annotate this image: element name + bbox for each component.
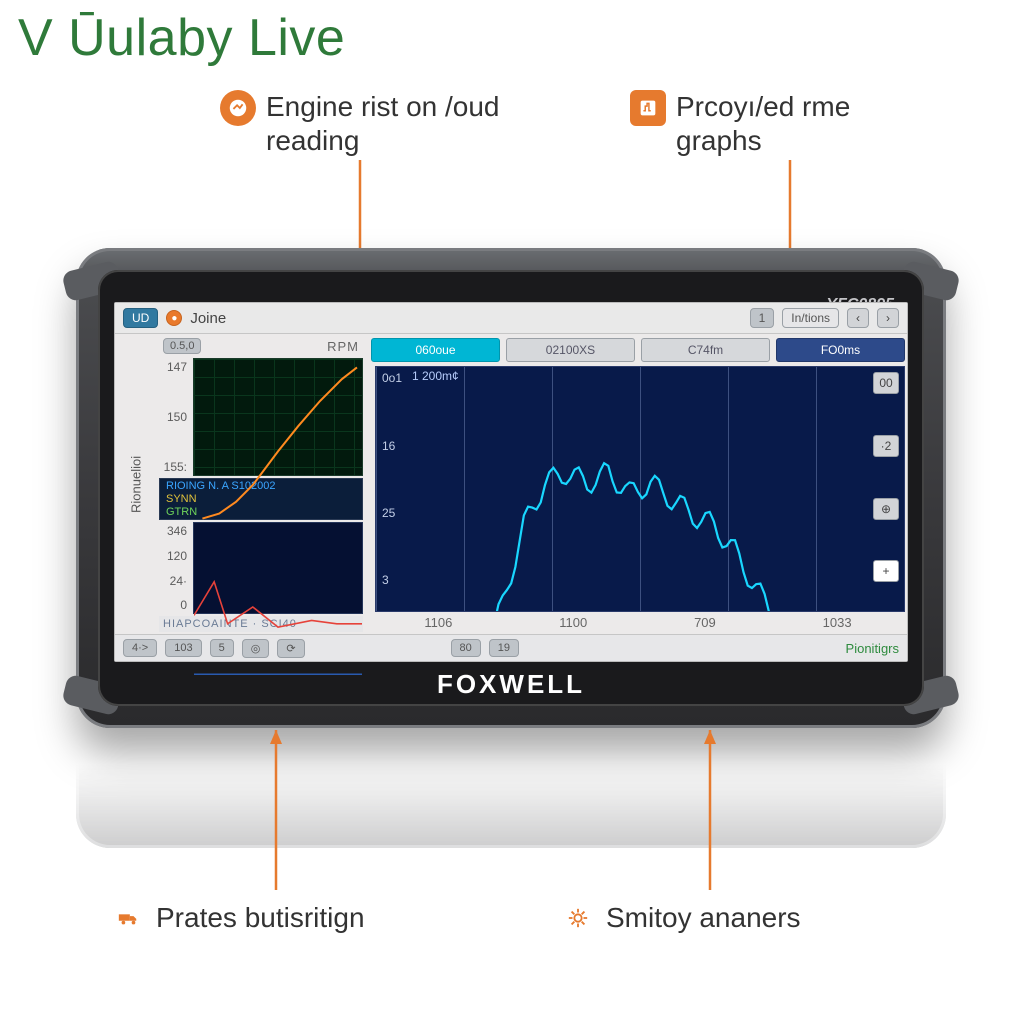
ytick: 150 (159, 410, 187, 424)
callout-engine-text: Engine rist on /oud reading (266, 90, 500, 157)
ytick: 24· (159, 574, 187, 588)
left-yticks-a: 147 150 155: (159, 358, 191, 476)
left-y-axis-title: Rionuelioi (115, 334, 157, 634)
bb-btn-6[interactable]: 80 (451, 639, 481, 657)
xtick: 709 (694, 615, 716, 630)
sidebtn-plus[interactable]: + (873, 560, 899, 582)
topbar-mode-label: In/tions (782, 308, 839, 328)
big-xticks: 1106 1100 709 1033 (371, 612, 905, 632)
rpm-title: RPM (327, 339, 359, 354)
brand-logo: FOXWELL (98, 669, 924, 700)
callout-prates: Prates butisritign (110, 900, 450, 936)
left-panel: 0.5,0 RPM 147 150 155: (157, 334, 365, 634)
callout-prates-text: Prates butisritign (156, 900, 365, 936)
topbar-ud-button[interactable]: UD (123, 308, 158, 328)
xtick: 1100 (559, 615, 587, 630)
bb-btn-1[interactable]: 4·> (123, 639, 157, 657)
gear-icon (560, 900, 596, 936)
ytick: 155: (159, 460, 187, 474)
line: graphs (676, 124, 850, 158)
left-pill-value: 0.5,0 (163, 338, 201, 354)
device-bezel: YFC0895 UD ● Joine 1 In/tions ‹ › Rionue… (98, 270, 924, 706)
device-screen: UD ● Joine 1 In/tions ‹ › Rionuelioi 0.5… (114, 302, 908, 662)
big-plot-wrap: 1 200m¢ 0o1 16 25 3 00 ·2 (371, 366, 905, 612)
left-yticks-b: 346 120 24· 0 (159, 522, 191, 614)
callout-smitoy: Smitoy ananers (560, 900, 920, 936)
tabbar: 060oue 02100XS C74fm FO0ms (371, 336, 905, 366)
page-title: V Ūulaby Live (18, 8, 345, 68)
truck-icon (110, 900, 146, 936)
sidebtn-2[interactable]: ·2 (873, 435, 899, 457)
ytick: 0 (159, 598, 187, 612)
tab-fo0ms[interactable]: FO0ms (776, 338, 905, 362)
bb-btn-7[interactable]: 19 (489, 639, 519, 657)
second-mini-plot[interactable] (193, 522, 363, 614)
topbar-joine-label: Joine (190, 310, 226, 327)
device-body: YFC0895 UD ● Joine 1 In/tions ‹ › Rionue… (76, 248, 946, 728)
screen-topbar: UD ● Joine 1 In/tions ‹ › (115, 303, 907, 334)
big-plot[interactable]: 1 200m¢ 0o1 16 25 3 (375, 366, 905, 612)
arrow-bottom-right (700, 730, 720, 905)
nav-prev-button[interactable]: ‹ (847, 308, 869, 328)
tab-c74fm[interactable]: C74fm (641, 338, 770, 362)
tab-060oue[interactable]: 060oue (371, 338, 500, 362)
topbar-dot-icon: ● (166, 310, 182, 326)
sidebtn-1[interactable]: 00 (873, 372, 899, 394)
right-panel: 060oue 02100XS C74fm FO0ms 1 200m¢ 0o1 1… (365, 334, 907, 634)
ytick: 147 (159, 360, 187, 374)
callout-graphs-text: Prcoyı/ed rme graphs (676, 90, 850, 157)
sidebtn-3[interactable]: ⊕ (873, 498, 899, 520)
topbar-page-num: 1 (750, 308, 775, 328)
callout-graphs: Prcoyı/ed rme graphs (630, 90, 910, 157)
screen-main: Rionuelioi 0.5,0 RPM 147 150 155: (115, 334, 907, 634)
callout-smitoy-text: Smitoy ananers (606, 900, 801, 936)
big-side-buttons: 00 ·2 ⊕ + (871, 372, 901, 582)
arrow-bottom-left (266, 730, 286, 905)
rpm-mini-plot[interactable] (193, 358, 363, 476)
callout-engine: Engine rist on /oud reading (220, 90, 530, 157)
ytick: 346 (159, 524, 187, 538)
ytick: 120 (159, 549, 187, 563)
bb-status: Pionitigrs (846, 641, 899, 656)
xtick: 1033 (823, 615, 852, 630)
xtick: 1106 (424, 615, 452, 630)
nav-next-button[interactable]: › (877, 308, 899, 328)
tab-02100xs[interactable]: 02100XS (506, 338, 635, 362)
graph-icon (630, 90, 666, 126)
device-reflection: FOXWELL (76, 728, 946, 848)
engine-icon (220, 90, 256, 126)
line: Engine rist on /oud (266, 90, 500, 124)
line: reading (266, 124, 500, 158)
line: Prcoyı/ed rme (676, 90, 850, 124)
